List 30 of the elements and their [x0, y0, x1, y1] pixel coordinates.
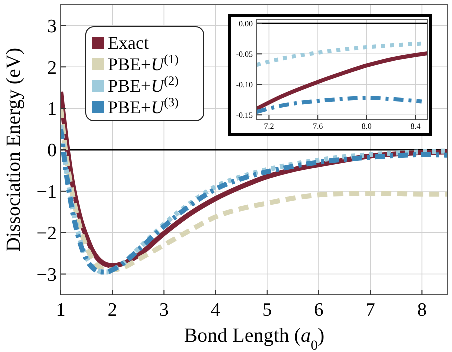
x-tick-label: 2	[108, 300, 118, 321]
legend-label: PBE+U$^{(2)}$	[108, 74, 179, 96]
x-tick-label: 4	[211, 300, 222, 321]
x-axis-title: Bond Length (a$_{0}$)	[184, 325, 325, 352]
legend-label: Exact	[108, 33, 149, 53]
x-tick-label: 7.2	[264, 122, 274, 131]
y-tick-label: −1	[36, 182, 57, 204]
x-tick-label: 7	[366, 300, 376, 321]
line-series	[257, 42, 424, 68]
x-tick-label: 8.4	[410, 122, 421, 131]
legend-label: PBE+U$^{(1)}$	[108, 52, 179, 74]
y-tick-label: −2	[36, 224, 57, 245]
y-axis-title: Dissociation Energy (eV)	[3, 48, 25, 252]
x-tick-label: 6	[314, 300, 324, 321]
y-tick-label: -0.05	[236, 50, 253, 59]
line-series	[257, 96, 424, 114]
y-tick-label: -0.15	[236, 110, 253, 120]
y-tick-label: 3	[48, 16, 57, 38]
y-tick-label: 0	[48, 140, 57, 162]
x-tick-label: 8.0	[362, 122, 372, 131]
legend-label: PBE+U$^{(3)}$	[108, 96, 179, 118]
x-tick-label: 5	[262, 300, 272, 321]
y-tick-label: -0.10	[236, 80, 253, 90]
y-tick-label: 2	[48, 58, 57, 79]
x-tick-label: 8	[417, 300, 427, 321]
x-tick-label: 3	[159, 300, 169, 321]
line-series	[257, 52, 428, 112]
y-tick-label: −3	[36, 264, 57, 286]
y-tick-label: 0.00	[239, 19, 253, 28]
x-tick-label: 7.6	[313, 122, 324, 131]
